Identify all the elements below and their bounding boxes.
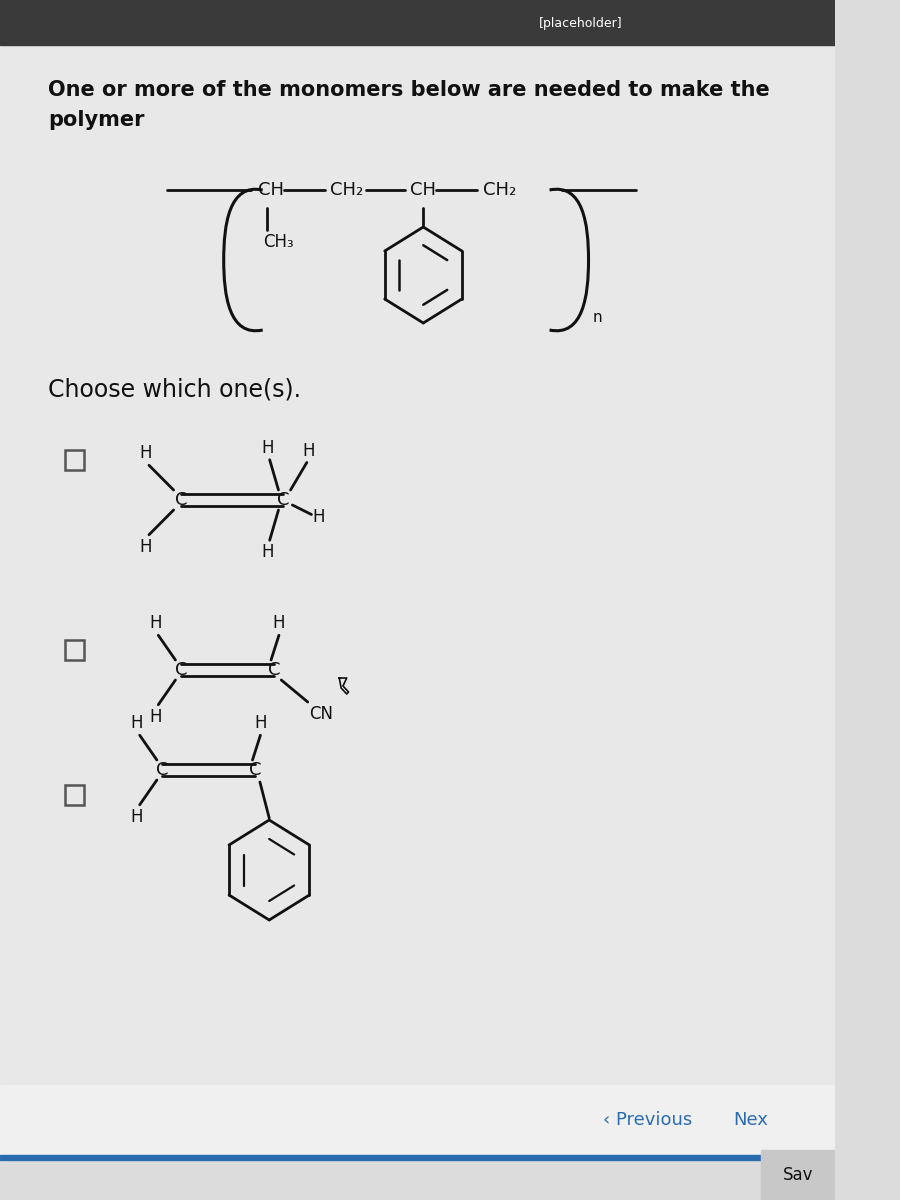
Text: CH₂: CH₂ [330, 181, 364, 199]
Text: ‹ Previous: ‹ Previous [603, 1111, 693, 1129]
Text: Nex: Nex [734, 1111, 769, 1129]
Text: H: H [262, 439, 274, 457]
Bar [65, 785, 84, 805]
Bar [0, 1085, 835, 1160]
Bar [761, 1150, 835, 1200]
Text: H: H [139, 444, 151, 462]
Text: H: H [254, 714, 266, 732]
Text: H: H [130, 808, 143, 826]
Text: H: H [302, 442, 315, 460]
Text: C: C [175, 661, 187, 679]
Text: CN: CN [310, 704, 334, 722]
Bar [0, 1154, 835, 1160]
Text: polymer: polymer [49, 110, 145, 130]
Text: Choose which one(s).: Choose which one(s). [49, 378, 302, 402]
Text: C: C [267, 661, 280, 679]
Text: H: H [149, 708, 162, 726]
Text: C: C [175, 491, 187, 509]
Text: H: H [130, 714, 143, 732]
Text: CH₃: CH₃ [263, 233, 293, 251]
Text: H: H [273, 614, 285, 632]
Text: H: H [139, 538, 151, 556]
Bar [0, 0, 835, 44]
Text: [placeholder]: [placeholder] [538, 17, 622, 30]
Text: C: C [277, 491, 290, 509]
Text: CH₂: CH₂ [482, 181, 516, 199]
Text: CH: CH [410, 181, 436, 199]
Text: C: C [157, 761, 168, 779]
Text: n: n [592, 311, 602, 325]
Text: CH: CH [258, 181, 284, 199]
Bar [65, 640, 84, 660]
Text: Sav: Sav [783, 1166, 814, 1184]
Bar [65, 450, 84, 470]
Text: One or more of the monomers below are needed to make the: One or more of the monomers below are ne… [49, 80, 770, 100]
Text: H: H [262, 544, 274, 562]
Text: C: C [249, 761, 262, 779]
Text: H: H [312, 508, 325, 526]
Text: H: H [149, 614, 162, 632]
